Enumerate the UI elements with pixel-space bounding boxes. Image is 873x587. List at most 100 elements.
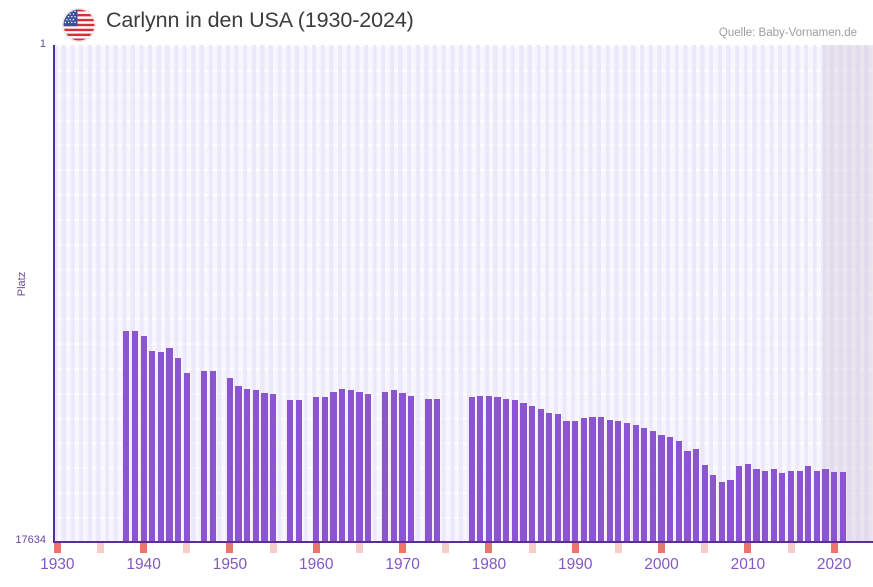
bar <box>252 390 259 542</box>
bar <box>503 398 510 542</box>
x-tick-minor <box>614 543 622 553</box>
bar <box>287 400 294 542</box>
bar <box>572 421 579 542</box>
x-tick-major <box>658 543 666 553</box>
bar <box>684 450 691 542</box>
bar <box>744 463 751 542</box>
bar <box>425 398 432 542</box>
bar <box>511 400 518 542</box>
bar <box>520 402 527 542</box>
bar <box>330 391 337 542</box>
x-tick-minor <box>701 543 709 553</box>
x-axis-label: 1990 <box>557 556 593 573</box>
bar <box>692 449 700 542</box>
bar <box>632 425 639 542</box>
x-tick-major <box>485 543 493 553</box>
bar <box>433 398 441 542</box>
bar <box>339 388 346 542</box>
bar <box>675 440 682 542</box>
bar <box>295 400 303 542</box>
y-axis-line <box>53 45 55 542</box>
bar <box>718 481 726 542</box>
bar <box>408 395 415 542</box>
bar <box>822 469 829 542</box>
bar <box>468 397 475 542</box>
page-title: Carlynn in den USA (1930-2024) <box>106 8 414 32</box>
x-tick-major <box>226 543 234 553</box>
x-tick-major <box>830 543 838 553</box>
bar <box>623 422 631 542</box>
bar <box>382 391 389 542</box>
bar <box>244 388 251 542</box>
bar <box>658 435 665 542</box>
bar <box>667 436 674 542</box>
x-axis-label: 1940 <box>126 556 161 573</box>
x-axis-label: 2000 <box>644 556 679 573</box>
x-tick-minor <box>442 543 450 553</box>
future-shaded-region <box>823 45 873 542</box>
bar <box>364 394 372 542</box>
bar <box>347 390 354 542</box>
y-axis-tick-top: 1 <box>39 38 46 50</box>
x-tick-major <box>571 543 579 553</box>
x-axis-label: 2020 <box>816 556 852 573</box>
y-axis-tick-bottom: 17634 <box>15 534 46 546</box>
bar <box>537 408 544 542</box>
bar <box>554 414 562 542</box>
x-tick-major <box>53 543 61 553</box>
bar <box>701 464 708 542</box>
bar <box>805 466 812 542</box>
bar <box>606 419 613 542</box>
x-axis-label: 1930 <box>40 556 75 573</box>
us-flag-icon <box>63 9 95 41</box>
bar <box>399 393 406 542</box>
x-axis-ticks <box>53 543 873 553</box>
x-axis-label: 1980 <box>471 556 507 573</box>
bar <box>839 472 846 542</box>
x-tick-minor <box>528 543 536 553</box>
bar <box>166 347 173 542</box>
bar <box>813 470 820 542</box>
bar <box>753 469 760 542</box>
x-tick-minor <box>269 543 277 553</box>
bar <box>589 417 596 542</box>
bar <box>200 370 208 542</box>
bar <box>183 373 190 542</box>
bar <box>123 331 130 542</box>
chart-header: Carlynn in den USA (1930-2024) Quelle: B… <box>0 0 873 44</box>
bar <box>580 418 587 542</box>
x-axis-line <box>53 541 873 543</box>
bar <box>787 470 795 542</box>
x-tick-minor <box>96 543 104 553</box>
x-tick-minor <box>183 543 191 553</box>
bar <box>649 431 656 542</box>
bar <box>157 352 164 542</box>
bar <box>831 472 838 542</box>
bar <box>615 421 622 542</box>
bar <box>736 466 743 542</box>
plot-area <box>53 45 873 542</box>
bar <box>149 350 156 542</box>
x-tick-minor <box>355 543 363 553</box>
bar <box>727 480 734 542</box>
bar <box>597 417 605 542</box>
x-axis-labels: 1930 1940 1950 1960 1970 1980 1990 2000 2010 2020 <box>40 556 873 582</box>
x-tick-major <box>744 543 752 553</box>
bar <box>321 397 328 542</box>
bar <box>485 395 492 542</box>
x-axis-label: 1950 <box>212 556 248 573</box>
bar <box>563 421 570 542</box>
x-axis-label: 2010 <box>730 556 766 573</box>
bar <box>761 470 769 542</box>
bar <box>235 386 242 542</box>
bar <box>261 393 268 542</box>
x-tick-major <box>399 543 407 553</box>
x-tick-major <box>140 543 148 553</box>
bar <box>269 394 277 542</box>
bar <box>175 357 182 542</box>
bar <box>779 473 786 542</box>
y-axis-title: Platz <box>16 271 28 297</box>
bar <box>140 336 147 542</box>
source-label: Quelle: Baby-Vornamen.de <box>718 27 857 39</box>
bar <box>390 390 398 542</box>
